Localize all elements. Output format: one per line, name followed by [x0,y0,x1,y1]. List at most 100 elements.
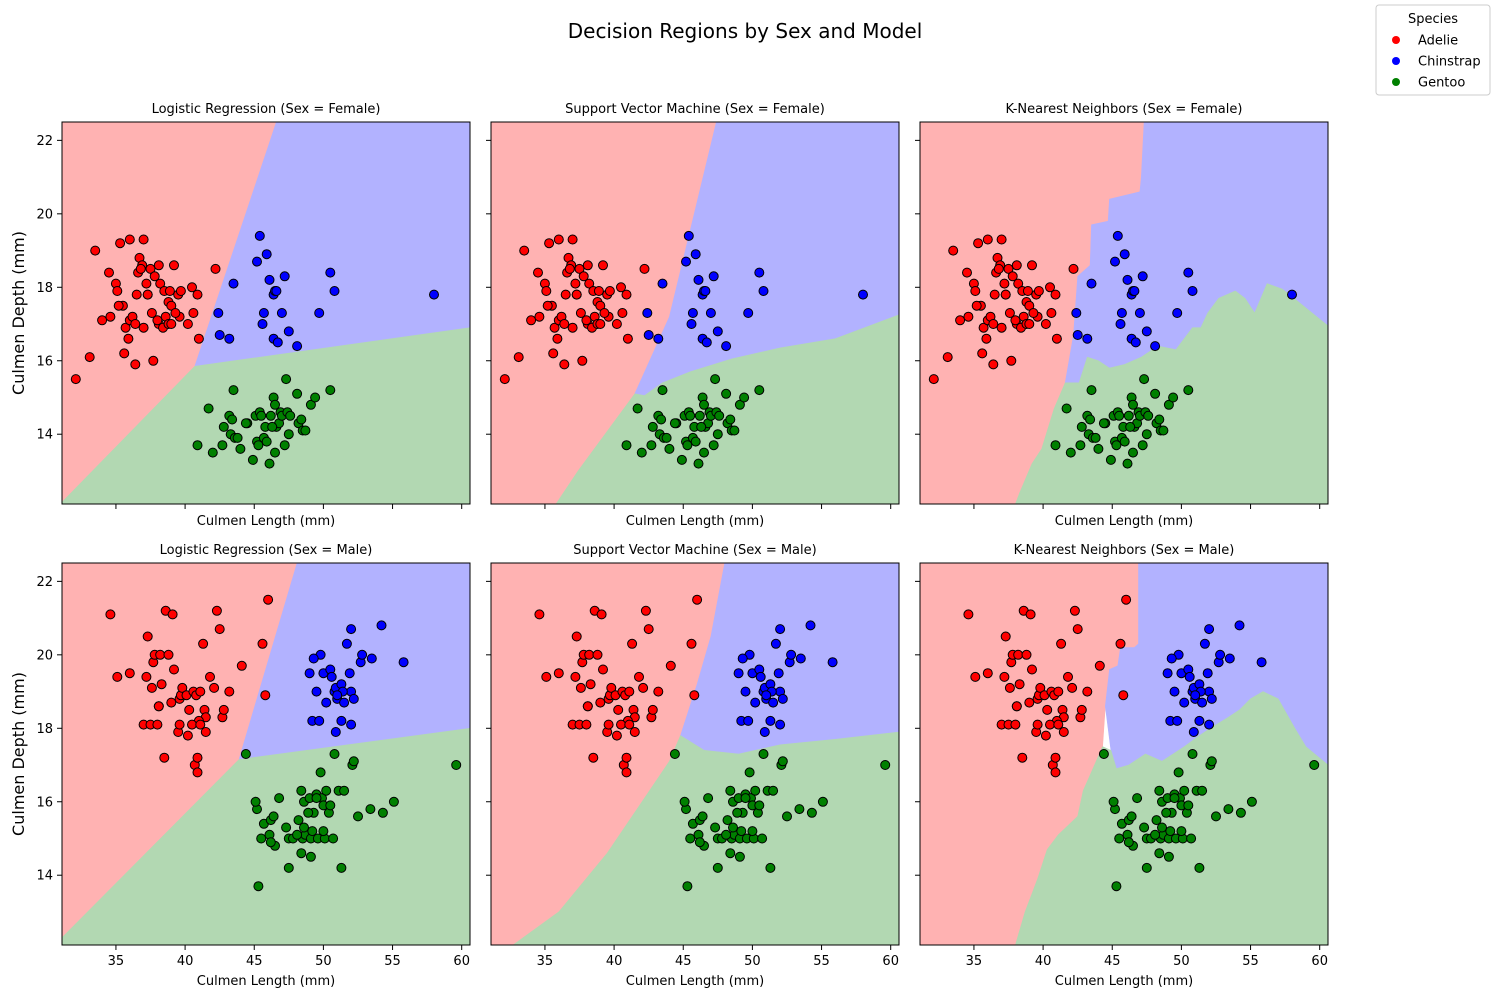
point-adelie [148,355,159,366]
point-chinstrap [254,230,265,241]
point-chinstrap [1115,319,1126,329]
point-chinstrap [1206,693,1217,704]
point-gentoo [1154,785,1165,796]
point-gentoo [646,440,657,451]
point-adelie [593,286,604,296]
point-gentoo [388,796,399,807]
point-gentoo [1211,811,1221,822]
point-chinstrap [740,686,751,697]
point-gentoo [794,804,805,815]
point-adelie [982,668,993,679]
point-gentoo [754,385,765,396]
point-adelie [1025,609,1036,620]
point-gentoo [1141,429,1152,440]
point-adelie [1024,319,1035,329]
point-chinstrap [759,727,770,737]
point-adelie [499,374,510,385]
point-adelie [155,649,166,660]
point-adelie [604,286,615,296]
point-gentoo [712,429,723,440]
point-gentoo [732,807,743,818]
point-chinstrap [708,271,719,282]
y-axis-label: Culmen Depth (mm) [9,672,28,836]
x-tick-label: 35 [108,954,125,969]
point-gentoo [657,385,668,396]
point-gentoo [1119,436,1130,447]
point-adelie [105,609,116,620]
point-adelie [973,238,984,249]
point-gentoo [725,785,736,796]
point-adelie [1013,649,1024,660]
point-gentoo [682,881,693,892]
point-gentoo [307,826,318,837]
point-adelie [552,333,563,344]
point-gentoo [261,436,272,447]
point-chinstrap [1162,668,1173,679]
point-gentoo [690,436,701,447]
point-adelie [145,263,156,274]
point-adelie [263,594,274,605]
point-gentoo [321,785,332,796]
point-adelie [639,263,650,274]
point-adelie [155,278,166,289]
point-chinstrap [1194,715,1205,726]
point-adelie [131,289,142,300]
point-adelie [542,300,553,311]
point-adelie [142,289,153,300]
panel-logistic-regression-male: 35 40 45 50 55 60 14 16 18 20 22 Culmen Length (mm)… [9,543,471,989]
point-chinstrap [321,697,332,708]
point-adelie [582,260,593,271]
point-adelie [970,286,981,296]
point-adelie [653,686,664,697]
point-gentoo [647,421,658,432]
point-chinstrap [1215,649,1226,660]
point-chinstrap [1082,333,1093,344]
point-chinstrap [758,286,769,296]
point-chinstrap [326,671,337,682]
point-chinstrap [1202,668,1213,679]
point-adelie [996,322,1007,333]
point-chinstrap [743,715,754,726]
point-gentoo [311,793,322,804]
point-adelie [192,767,203,778]
point-adelie [177,682,188,693]
point-chinstrap [314,715,325,726]
x-tick-label: 40 [1035,954,1052,969]
point-gentoo [729,425,740,436]
point-chinstrap [858,289,868,300]
point-gentoo [676,454,687,465]
point-chinstrap [224,333,235,344]
point-gentoo [1085,414,1096,425]
point-gentoo [339,785,350,796]
axes-frame [61,562,471,946]
point-gentoo [270,399,280,410]
point-adelie [169,664,179,675]
point-chinstrap [768,697,779,708]
point-gentoo [693,458,704,469]
point-adelie [169,260,179,271]
point-gentoo [722,815,733,826]
point-adelie [1058,727,1069,737]
point-gentoo [285,410,296,421]
point-gentoo [1111,440,1122,451]
point-gentoo [292,388,303,399]
point-gentoo [218,421,229,432]
point-gentoo [1179,785,1190,796]
point-gentoo [281,374,292,385]
decision-regions [920,563,1328,945]
legend-title: Species [1408,12,1458,27]
point-adelie [963,311,974,322]
point-chinstrap [805,620,816,631]
point-gentoo [203,403,214,414]
point-adelie [124,668,135,679]
point-adelie [1067,682,1078,693]
point-adelie [598,664,608,675]
point-gentoo [217,440,228,451]
scatter-points [928,230,1297,469]
subplot-grid: 14 16 18 20 22 Culmen Length (mm) Culmen Depth… [9,102,1329,989]
point-chinstrap [700,286,711,296]
point-chinstrap [1199,638,1210,649]
scatter-points [534,594,891,892]
point-adelie [1040,730,1051,741]
point-gentoo [1125,421,1136,432]
